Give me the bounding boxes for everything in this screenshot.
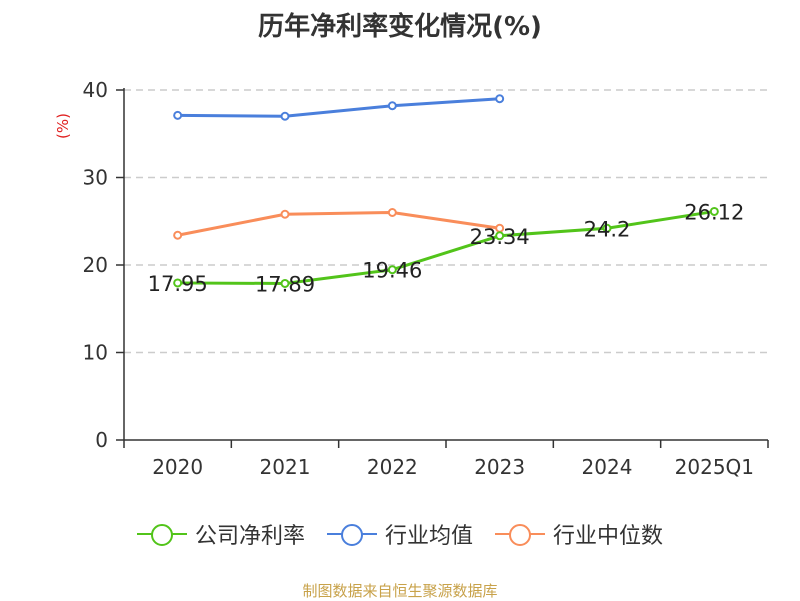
data-label: 17.95 (148, 272, 208, 296)
series-point-0[interactable] (280, 278, 290, 288)
legend: 公司净利率 行业均值 行业中位数 (0, 518, 800, 550)
legend-marker-icon (326, 524, 377, 546)
series-line-0 (177, 209, 715, 285)
axes: 0 10 20 30 40 2020 2021 2022 2023 2024 2025Q1 (83, 78, 769, 479)
y-tick-label: 10 (83, 341, 108, 365)
series-point-2[interactable] (173, 230, 183, 240)
series-line-2 (177, 211, 500, 237)
x-tick-label: 2020 (152, 455, 203, 479)
y-tick-label: 40 (83, 78, 108, 102)
legend-marker-icon (495, 524, 545, 546)
y-axis-unit-label: (%) (54, 113, 72, 139)
legend-item-industry-mean[interactable]: 行业均值 (326, 518, 473, 550)
data-label: 17.89 (255, 272, 315, 296)
series-point-0[interactable] (602, 223, 612, 233)
series-point-0[interactable] (387, 265, 397, 275)
x-tick-label: 2025Q1 (675, 455, 754, 479)
legend-label: 行业中位数 (553, 524, 664, 549)
series-point-1[interactable] (173, 110, 183, 120)
legend-label: 行业均值 (384, 524, 473, 549)
series-point-1[interactable] (495, 94, 505, 104)
y-tick-label: 30 (83, 166, 108, 190)
legend-label: 公司净利率 (194, 524, 305, 549)
x-tick-label: 2021 (260, 455, 311, 479)
legend-marker-icon (136, 524, 187, 546)
source-note: 制图数据来自恒生聚源数据库 (302, 582, 498, 600)
series-point-2[interactable] (387, 208, 397, 217)
series-point-0[interactable] (709, 206, 719, 216)
data-labels: 17.95 17.89 19.46 23.34 24.2 26.12 (148, 200, 745, 296)
series-point-2[interactable] (280, 209, 290, 219)
legend-item-industry-median[interactable]: 行业中位数 (495, 518, 663, 550)
series-point-0[interactable] (173, 278, 183, 288)
series-point-0[interactable] (495, 231, 505, 241)
series-point-1[interactable] (387, 101, 397, 111)
data-label: 23.34 (470, 225, 530, 249)
data-label: 24.2 (584, 217, 631, 241)
x-tick-label: 2024 (582, 455, 633, 479)
chart-title: 历年净利率变化情况(%) (258, 12, 542, 42)
x-tick-label: 2022 (367, 455, 418, 479)
legend-item-company[interactable]: 公司净利率 (136, 518, 305, 550)
series-layer (173, 94, 719, 288)
y-tick-label: 20 (83, 253, 108, 277)
data-label: 19.46 (362, 259, 422, 283)
series-line-1 (177, 97, 500, 118)
y-tick-label: 0 (95, 428, 108, 452)
series-point-1[interactable] (280, 111, 290, 121)
data-label: 26.12 (684, 200, 744, 224)
x-tick-label: 2023 (474, 455, 525, 479)
